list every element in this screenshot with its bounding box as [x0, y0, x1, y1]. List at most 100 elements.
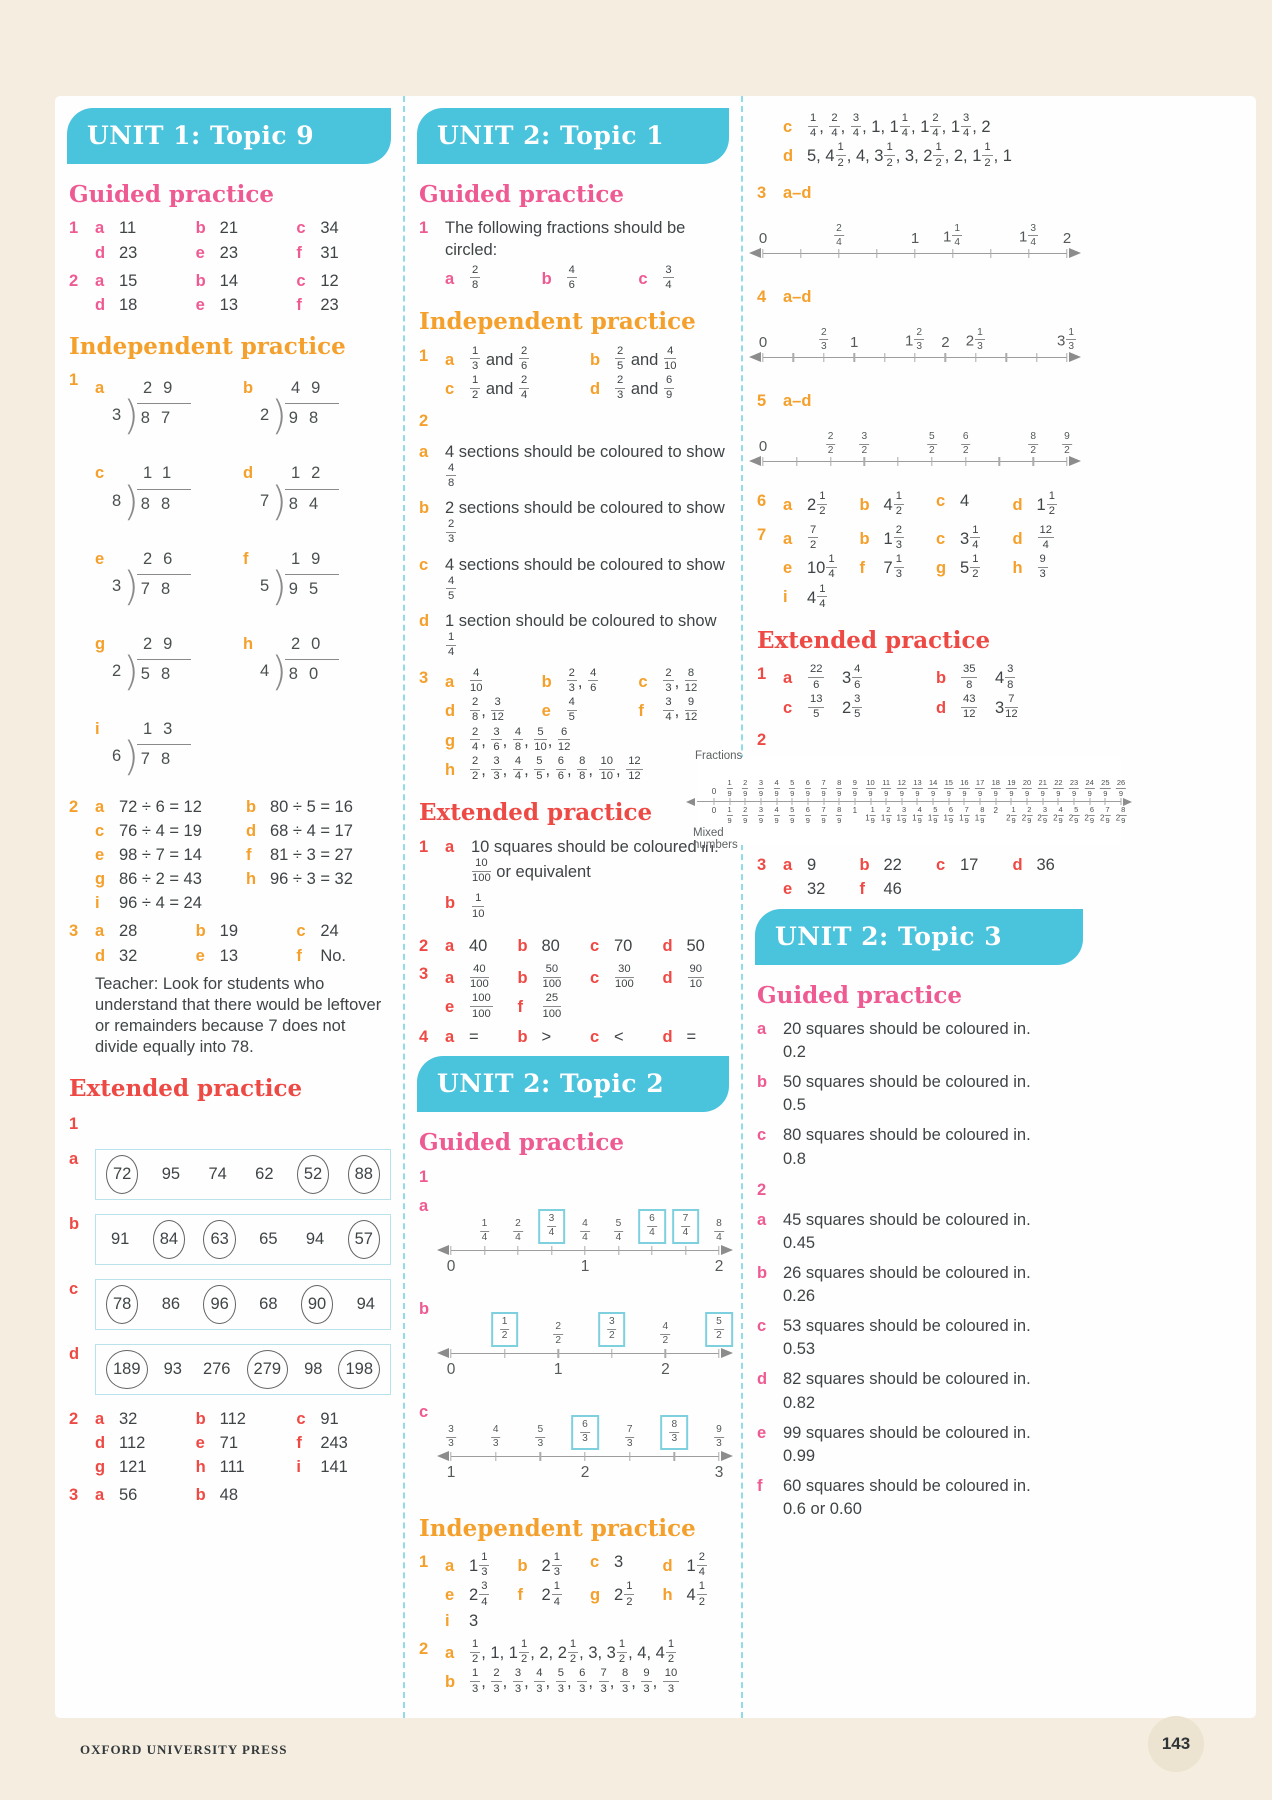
number: 65 — [259, 1229, 278, 1248]
answer-grid: a 56 b 48 — [95, 1485, 391, 1506]
fraction: 10 9 — [865, 778, 876, 798]
part-letter: d — [243, 464, 254, 483]
division-bracket: ) — [271, 393, 287, 440]
part-letter: c — [783, 698, 793, 717]
part-letter: a — [95, 1410, 105, 1429]
answer-value: 13 — [219, 295, 239, 314]
dividend: 87 — [136, 403, 192, 429]
quotient: 20 — [291, 634, 332, 653]
right-arrow-icon — [1069, 456, 1081, 467]
fraction: 7 12 — [1005, 692, 1018, 721]
part-letter: c — [936, 856, 946, 875]
answer-value: 14 — [219, 271, 239, 290]
answer-value: 36 — [1036, 856, 1055, 875]
part-letter: i — [783, 588, 788, 607]
circled-number: 88 — [347, 1154, 380, 1194]
answer-pair: d = — [663, 1027, 730, 1048]
dividend: 78 — [136, 573, 192, 600]
part-letter: e — [95, 846, 105, 865]
answer-value: 50 — [686, 936, 705, 955]
answer-grid: a 40 b 80 c 70 d 50 — [445, 936, 729, 957]
part-letter: e — [783, 880, 793, 899]
question-number: 1 — [419, 837, 429, 856]
question-number: 1 — [69, 1114, 79, 1133]
fraction: 9 12 — [684, 696, 698, 724]
tick-label: 2 — [1062, 229, 1072, 247]
fraction: 90 10 — [687, 962, 704, 991]
answer-value: 90 10 — [687, 962, 705, 991]
independent-practice-heading: Independent practice — [419, 1514, 696, 1542]
question-number: 2 — [69, 271, 79, 290]
part-letter: b — [419, 499, 430, 518]
answer-value: 32 — [807, 880, 826, 899]
part-letter: b — [246, 797, 257, 816]
division-bracket: ) — [123, 563, 139, 610]
long-division-answer: a 29 3) 87 — [95, 378, 243, 436]
part-letter: b — [195, 1410, 206, 1429]
dual-number-line: 0 0 1 9 1 9 2 9 2 9 3 9 3 9 4 9 4 9 5 9 5 9 6 9 6 9 7 9 7 9 8 9 8 9 9 9 1 10 9… — [686, 757, 1132, 845]
tick-label: 0 — [758, 333, 768, 351]
number-box: 189 93 276 279 98 198 — [95, 1343, 391, 1396]
fraction-label: 22 9 — [1053, 779, 1064, 797]
teacher-note: Teacher: Look for students who understan… — [95, 974, 382, 1056]
question-number: 1 — [419, 1168, 429, 1187]
fraction: 26 9 — [1115, 778, 1127, 798]
answer-pair: f 243 — [296, 1433, 391, 1454]
extended-practice-heading: Extended practice — [69, 1075, 303, 1103]
quotient: 19 — [291, 549, 332, 568]
answer-value: 98 ÷ 7 = 14 — [119, 846, 202, 865]
answer-value: 4 10 — [469, 667, 483, 694]
fraction: 16 9 — [959, 778, 970, 798]
answer-row: 3 a 28 b 19 c 24 d 32 e 13 f No. — [69, 921, 391, 966]
answer-row: 2 a 32 b 112 c 91 d 112 e 71 f 243 g 121 h 111 i 141 — [69, 1409, 391, 1478]
fraction: 20 9 — [1021, 778, 1033, 798]
part-letter: g — [95, 1458, 106, 1477]
divisor: 7 — [260, 491, 270, 510]
